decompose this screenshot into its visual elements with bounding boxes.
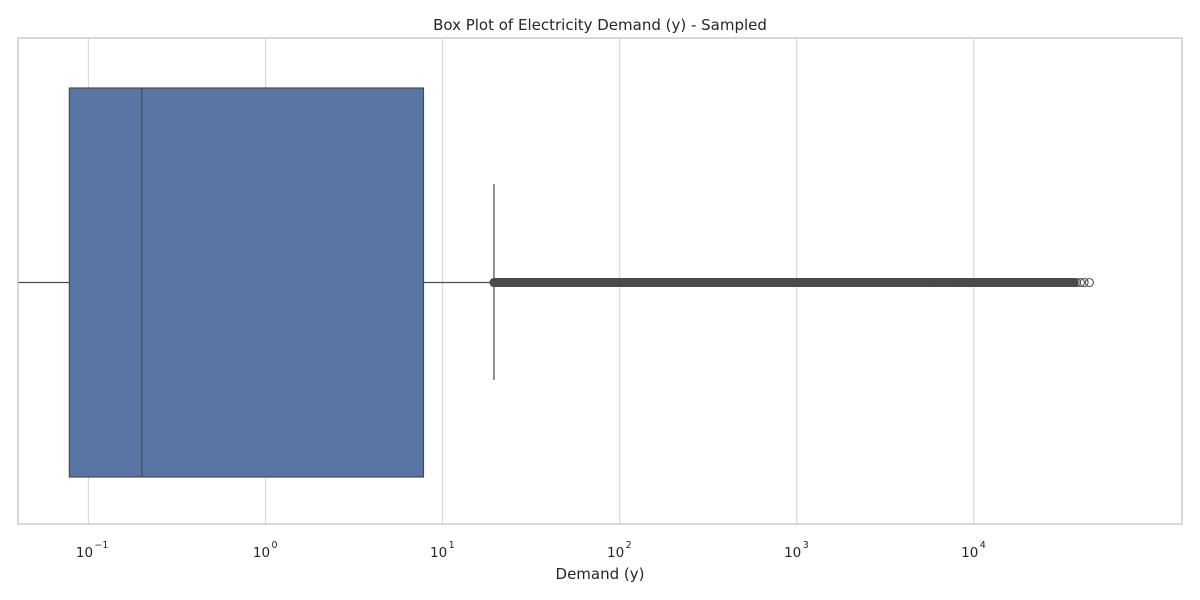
- x-tick-label: 10: [430, 545, 447, 561]
- x-axis-label: Demand (y): [556, 565, 645, 583]
- plot-frame: [17, 37, 1183, 525]
- plot-layer: [18, 87, 1094, 478]
- x-tick-exponent: −1: [94, 540, 108, 551]
- x-tick-exponent: 2: [626, 540, 632, 551]
- x-tick-labels: 10 −1 10 0 10 1 10 2 10 3 10 4: [76, 540, 986, 561]
- x-tick-exponent: 1: [449, 540, 455, 551]
- x-tick-label: 10: [607, 545, 624, 561]
- x-tick-label: 10: [961, 545, 978, 561]
- chart-title: Box Plot of Electricity Demand (y) - Sam…: [433, 16, 767, 34]
- outlier-point: [1079, 277, 1089, 288]
- x-tick-exponent: 0: [272, 540, 278, 551]
- outlier-point: [1075, 277, 1085, 288]
- outlier-point: [1084, 277, 1094, 288]
- x-tick-label: 10: [76, 545, 93, 561]
- iqr-box: [68, 87, 425, 478]
- x-tick-label: 10: [253, 545, 270, 561]
- x-tick-exponent: 4: [980, 540, 986, 551]
- x-tick-label: 10: [784, 545, 801, 561]
- x-tick-exponent: 3: [803, 540, 809, 551]
